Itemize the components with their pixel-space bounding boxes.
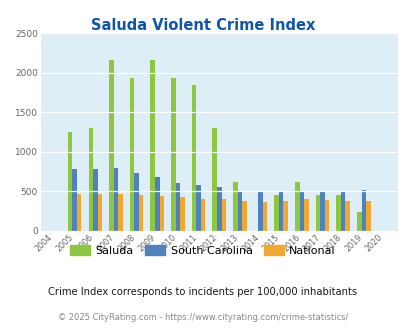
Bar bbox=[72, 169, 77, 231]
Legend: Saluda, South Carolina, National: Saluda, South Carolina, National bbox=[66, 241, 339, 260]
Bar bbox=[180, 197, 184, 231]
Bar bbox=[113, 168, 118, 231]
Text: © 2025 CityRating.com - https://www.cityrating.com/crime-statistics/: © 2025 CityRating.com - https://www.city… bbox=[58, 313, 347, 322]
Bar bbox=[294, 182, 299, 231]
Bar bbox=[68, 132, 72, 231]
Bar bbox=[278, 191, 283, 231]
Bar bbox=[150, 59, 155, 231]
Bar bbox=[175, 183, 180, 231]
Bar bbox=[109, 60, 113, 231]
Bar bbox=[258, 191, 262, 231]
Text: Crime Index corresponds to incidents per 100,000 inhabitants: Crime Index corresponds to incidents per… bbox=[48, 287, 357, 297]
Bar bbox=[340, 192, 345, 231]
Text: Saluda Violent Crime Index: Saluda Violent Crime Index bbox=[91, 18, 314, 33]
Bar bbox=[237, 191, 241, 231]
Bar bbox=[191, 85, 196, 231]
Bar bbox=[360, 190, 365, 231]
Bar bbox=[212, 128, 216, 231]
Bar bbox=[118, 194, 122, 231]
Bar bbox=[139, 195, 143, 231]
Bar bbox=[88, 128, 93, 231]
Bar bbox=[335, 195, 340, 231]
Bar bbox=[97, 194, 102, 231]
Bar bbox=[315, 195, 320, 231]
Bar bbox=[274, 195, 278, 231]
Bar bbox=[299, 191, 303, 231]
Bar bbox=[130, 78, 134, 231]
Bar bbox=[171, 78, 175, 231]
Bar bbox=[345, 201, 349, 231]
Bar bbox=[324, 200, 328, 231]
Bar bbox=[356, 213, 360, 231]
Bar bbox=[303, 199, 308, 231]
Bar bbox=[196, 185, 200, 231]
Bar bbox=[93, 169, 97, 231]
Bar bbox=[232, 182, 237, 231]
Bar bbox=[155, 177, 159, 231]
Bar bbox=[159, 196, 164, 231]
Bar bbox=[365, 201, 370, 231]
Bar bbox=[77, 194, 81, 231]
Bar bbox=[134, 173, 139, 231]
Bar bbox=[200, 199, 205, 231]
Bar bbox=[221, 199, 226, 231]
Bar bbox=[283, 201, 287, 231]
Bar bbox=[320, 191, 324, 231]
Bar bbox=[216, 187, 221, 231]
Bar bbox=[241, 201, 246, 231]
Bar bbox=[262, 202, 267, 231]
